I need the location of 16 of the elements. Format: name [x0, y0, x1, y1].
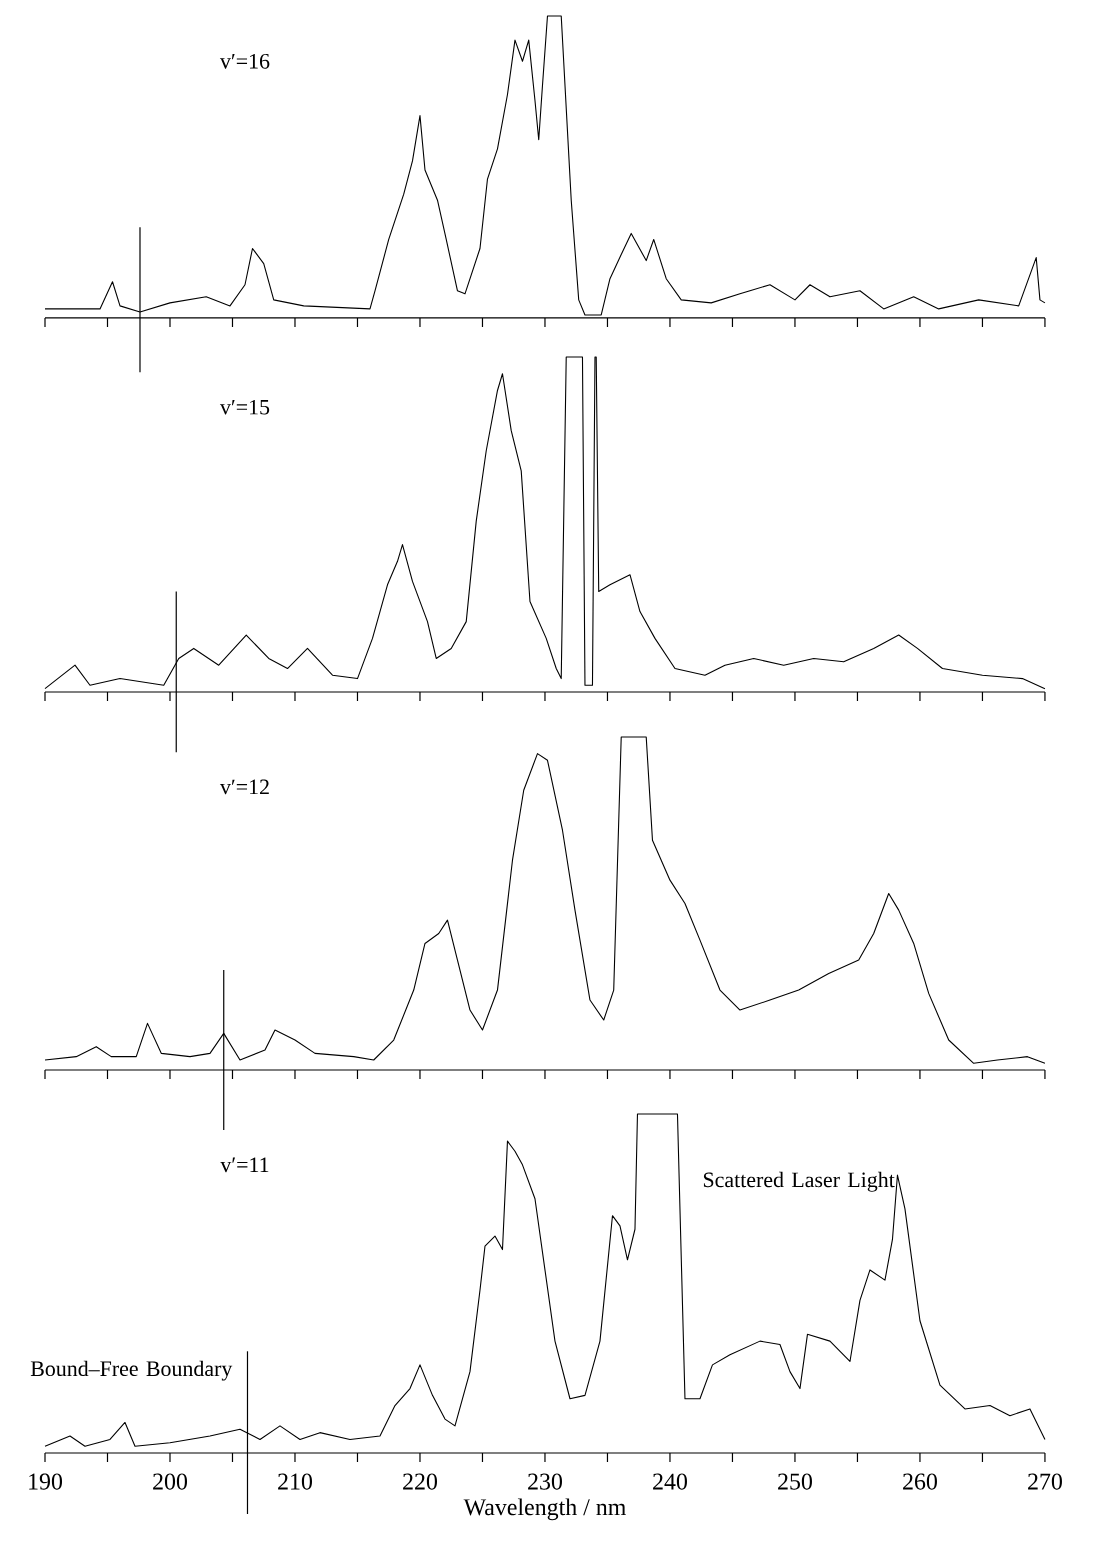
annotation: v′=16 — [219, 53, 270, 69]
annotation: v′=11 — [220, 1157, 269, 1173]
x-tick-label: 230 — [528, 1473, 562, 1490]
annotation: Scattered Laser Light — [703, 1171, 895, 1192]
x-tick-label: 270 — [1028, 1473, 1062, 1490]
x-tick-label: 250 — [778, 1473, 812, 1490]
x-tick-label: 190 — [29, 1473, 63, 1490]
x-tick-label: 260 — [903, 1473, 937, 1490]
annotation: v′=15 — [219, 399, 270, 415]
annotation: v′=12 — [219, 779, 269, 795]
ref-line-label: Bound–Free Boundary — [30, 1360, 233, 1381]
x-axis-title: Wavelength / nm — [463, 1498, 626, 1521]
x-tick-label: 220 — [403, 1473, 438, 1490]
x-tick-label: 240 — [653, 1473, 687, 1490]
x-tick-label: 210 — [278, 1473, 313, 1490]
x-tick-label: 200 — [153, 1473, 188, 1490]
